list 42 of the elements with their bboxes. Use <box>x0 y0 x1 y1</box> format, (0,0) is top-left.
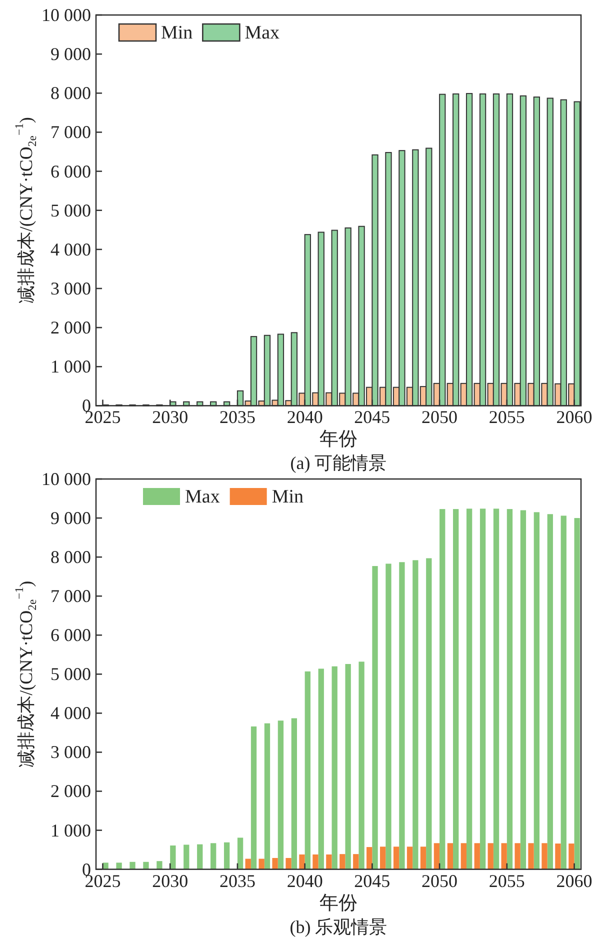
y-tick-label: 7 000 <box>50 586 91 606</box>
y-tick-label: 2 000 <box>50 781 91 802</box>
x-tick-label: 2045 <box>354 407 390 427</box>
y-tick-label: 8 000 <box>50 547 91 568</box>
x-tick-label: 2060 <box>556 871 592 891</box>
text: (b) 乐观情景 <box>290 917 388 937</box>
x-tick-label: 2030 <box>152 407 188 427</box>
y-tick-label: 4 000 <box>50 239 91 260</box>
legend-label: Min <box>161 22 194 43</box>
x-axis-title: 年份 <box>320 428 358 450</box>
y-tick-label: 3 000 <box>50 742 91 762</box>
y-tick-label: 6 000 <box>50 161 91 182</box>
y-tick-label: 8 000 <box>50 83 91 104</box>
y-tick-label: 10 000 <box>42 5 91 25</box>
x-tick-label: 2050 <box>422 871 458 891</box>
y-tick-label: 1 000 <box>50 820 91 840</box>
y-tick-label: 5 000 <box>50 664 91 684</box>
x-tick-label: 2040 <box>286 871 323 891</box>
y-tick-label: 6 000 <box>50 625 91 646</box>
x-tick-label: 2035 <box>219 407 256 427</box>
legend-label: Min <box>272 486 304 507</box>
x-tick-label: 2040 <box>286 407 323 427</box>
y-tick-label: 9 000 <box>50 44 91 64</box>
x-tick-label: 2060 <box>556 407 592 427</box>
x-tick-label: 2045 <box>354 871 390 891</box>
legend-label: Max <box>185 486 220 507</box>
text: (a) 可能情景 <box>290 453 387 473</box>
y-tick-label: 3 000 <box>50 278 91 298</box>
y-tick-label: 7 000 <box>50 122 91 142</box>
x-tick-label: 2055 <box>488 407 525 427</box>
legend-label: Max <box>244 22 280 43</box>
y-tick-label: 9 000 <box>50 508 91 528</box>
y-tick-label: 2 000 <box>50 318 91 338</box>
y-tick-label: 4 000 <box>50 703 91 724</box>
y-tick-label: 1 000 <box>50 356 91 377</box>
x-tick-label: 2035 <box>219 871 256 891</box>
x-tick-label: 2055 <box>488 871 525 891</box>
x-tick-label: 2030 <box>152 871 188 891</box>
x-tick-label: 2050 <box>422 407 458 427</box>
y-tick-label: 5 000 <box>50 200 91 220</box>
y-tick-label: 10 000 <box>42 469 91 489</box>
x-axis-title: 年份 <box>320 892 358 914</box>
